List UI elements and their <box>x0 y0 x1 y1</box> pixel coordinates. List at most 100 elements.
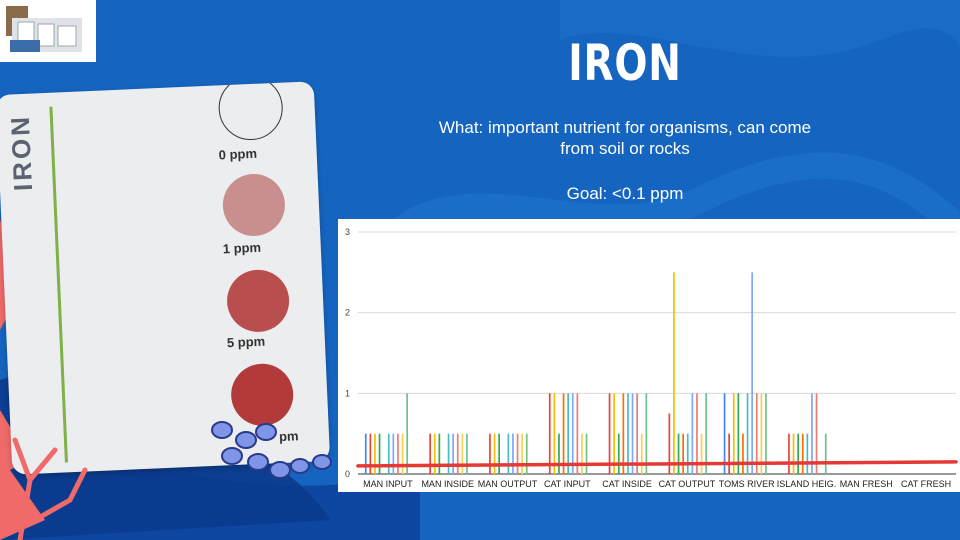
y-tick-label: 0 <box>345 469 350 479</box>
bar <box>521 433 523 474</box>
x-tick-label: CAT INSIDE <box>602 479 652 489</box>
description-text: What: important nutrient for organisms, … <box>438 118 812 158</box>
bar <box>668 413 671 474</box>
bar <box>447 433 450 474</box>
bar <box>378 433 381 474</box>
bar <box>387 433 390 474</box>
bar <box>562 393 565 474</box>
x-tick-label: TOMS RIVER <box>719 479 775 489</box>
bar <box>364 433 367 474</box>
bar <box>788 433 790 474</box>
y-tick-label: 3 <box>345 227 350 237</box>
bar <box>585 433 588 474</box>
test-kit-image <box>6 6 82 52</box>
x-tick-label: CAT OUTPUT <box>659 479 716 489</box>
bar <box>737 393 740 474</box>
bar <box>755 393 758 474</box>
scale-label-5: 5 ppm <box>226 333 266 351</box>
bar <box>627 393 629 474</box>
swatch-5ppm <box>225 268 291 334</box>
bar <box>673 272 675 474</box>
bar <box>558 433 560 474</box>
bar <box>765 393 767 474</box>
bar <box>576 393 579 474</box>
kit-thumbnail <box>0 0 96 62</box>
chart-svg: 0 1 2 3 MAN INPUT MAN INSIDE MAN OUTPUT CAT INP… <box>345 227 958 489</box>
bar <box>613 393 615 474</box>
bar <box>622 393 625 474</box>
bar <box>489 433 491 474</box>
bar <box>374 433 376 474</box>
bar <box>608 393 611 474</box>
bar <box>751 272 753 474</box>
bar <box>806 433 809 474</box>
bar <box>429 433 431 474</box>
swatch-high <box>229 362 295 428</box>
scale-label-partial: pm <box>278 428 299 445</box>
bar <box>512 433 514 474</box>
x-tick-label: MAN INPUT <box>363 479 413 489</box>
card-strip <box>49 106 68 463</box>
swatch-0ppm <box>217 81 285 142</box>
bar <box>746 393 749 474</box>
bar <box>792 433 795 474</box>
bar <box>401 433 404 474</box>
x-tick-label: MAN OUTPUT <box>478 479 538 489</box>
swatch-1ppm <box>221 172 287 238</box>
bar <box>696 393 698 474</box>
bar <box>700 433 703 474</box>
slide-title: IRON <box>568 34 682 92</box>
bar <box>493 433 496 474</box>
bar <box>824 433 827 474</box>
bar <box>728 433 730 474</box>
bar <box>640 433 643 474</box>
bar <box>369 433 372 474</box>
bar <box>677 433 680 474</box>
bar <box>548 393 551 474</box>
x-tick-label: MAN FRESH <box>840 479 893 489</box>
goal-text: Goal: <0.1 ppm <box>566 184 684 203</box>
bar <box>815 393 818 474</box>
bar <box>438 433 441 474</box>
bar <box>571 393 574 474</box>
bar <box>507 433 510 474</box>
bar <box>433 433 436 474</box>
bar <box>516 433 519 474</box>
bar <box>567 393 569 474</box>
bar <box>723 393 726 474</box>
bar <box>705 393 707 474</box>
x-tick-label: CAT FRESH <box>901 479 951 489</box>
bar <box>461 433 464 474</box>
bar <box>686 433 689 474</box>
bar <box>691 393 694 474</box>
card-label: IRON <box>4 113 39 192</box>
x-tick-label: CAT INPUT <box>544 479 591 489</box>
bar <box>392 433 395 474</box>
scale-label-1: 1 ppm <box>222 239 262 257</box>
bar <box>397 433 399 474</box>
scale-label-0: 0 ppm <box>218 145 258 163</box>
bar <box>406 393 408 474</box>
bar <box>553 393 556 474</box>
bar <box>811 393 813 474</box>
iron-chart: 0 1 2 3 MAN INPUT MAN INSIDE MAN OUTPUT CAT INP… <box>338 219 960 492</box>
iron-test-card: IRON 0 ppm 1 ppm 5 ppm pm <box>0 81 331 475</box>
reference-line <box>356 460 958 468</box>
bar <box>452 433 454 474</box>
bar <box>801 433 804 474</box>
bar <box>617 433 620 474</box>
bar <box>742 433 744 474</box>
x-tick-label: MAN INSIDE <box>421 479 474 489</box>
bar <box>498 433 500 474</box>
y-tick-label: 2 <box>345 308 350 318</box>
bar <box>636 393 638 474</box>
bar <box>525 433 528 474</box>
bar <box>466 433 468 474</box>
bar <box>645 393 648 474</box>
bar <box>456 433 459 474</box>
y-tick-label: 1 <box>345 388 350 398</box>
bar <box>797 433 799 474</box>
bar <box>682 433 684 474</box>
bar <box>631 393 634 474</box>
bar <box>581 433 583 474</box>
